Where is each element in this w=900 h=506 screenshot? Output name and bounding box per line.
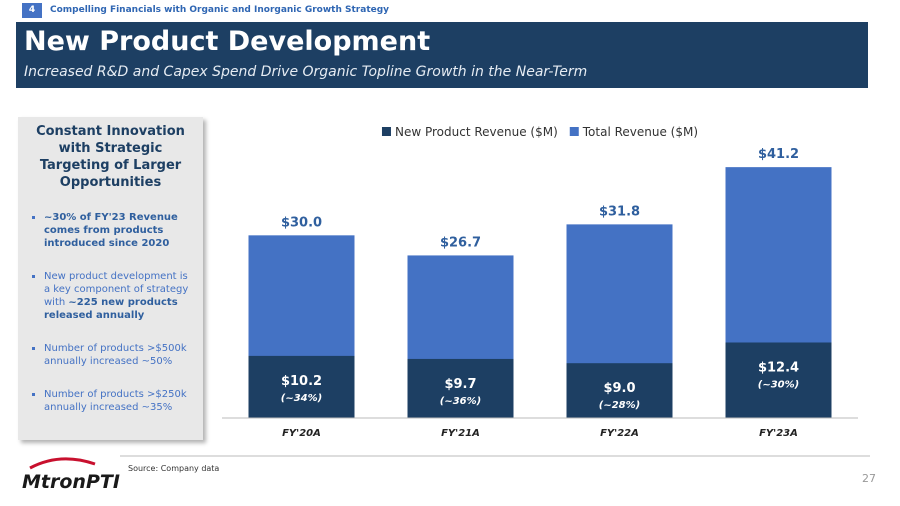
bullet-text: Number of products >$250k annually incre…: [44, 389, 187, 413]
legend-swatch: [569, 127, 579, 136]
title-band: New Product Development Increased R&D an…: [16, 22, 868, 88]
legend-label: New Product Revenue ($M): [395, 125, 558, 139]
bar: [566, 363, 673, 418]
source: Source: Company data: [128, 464, 219, 473]
bullet: ~30% of FY'23 Revenue comes from product…: [44, 211, 193, 250]
data-label: $26.7: [440, 235, 481, 250]
legend-label: Total Revenue ($M): [582, 125, 698, 139]
bullet: Number of products >$250k annually incre…: [44, 388, 193, 414]
bullet-list: ~30% of FY'23 Revenue comes from product…: [18, 211, 203, 414]
data-label: $31.8: [599, 204, 640, 219]
data-label: $10.2: [281, 374, 322, 389]
share-label: (~30%): [758, 379, 799, 390]
share-label: (~36%): [440, 396, 481, 407]
x-tick-label: FY'20A: [282, 428, 321, 439]
x-tick-label: FY'23A: [759, 428, 798, 439]
logo-swoosh: [29, 457, 96, 470]
bullet-text: Number of products >$500k annually incre…: [44, 343, 187, 367]
data-label: $12.4: [758, 360, 799, 375]
section-number: 4: [22, 3, 42, 18]
legend-swatch: [381, 127, 391, 136]
data-label: $9.0: [603, 381, 635, 396]
bar: [248, 355, 355, 418]
subtitle: Increased R&D and Capex Spend Drive Orga…: [24, 64, 588, 80]
bullet: New product development is a key compone…: [44, 270, 193, 322]
title: New Product Development: [24, 26, 431, 57]
bullet-bold: ~30% of FY'23 Revenue comes from product…: [44, 212, 178, 249]
x-tick-label: FY'21A: [441, 428, 480, 439]
bullet-text: New product development is a key compone…: [44, 271, 189, 308]
page-number: 27: [862, 472, 876, 485]
data-label: $41.2: [758, 147, 799, 162]
section-title: Compelling Financials with Organic and I…: [50, 5, 390, 15]
share-label: (~34%): [281, 393, 322, 404]
bullet-bold: ~225 new products released annually: [44, 297, 178, 321]
sidebar: Constant Innovation with Strategic Targe…: [18, 117, 203, 440]
share-label: (~28%): [599, 400, 640, 411]
data-label: $9.7: [444, 377, 476, 392]
logo: MtronPTI: [22, 471, 120, 493]
x-tick-label: FY'22A: [600, 428, 639, 439]
bar: [725, 342, 832, 418]
bullet: Number of products >$500k annually incre…: [44, 342, 193, 368]
data-label: $30.0: [281, 215, 322, 230]
sidebar-heading: Constant Innovation with Strategic Targe…: [36, 124, 185, 190]
bar: [407, 358, 514, 418]
